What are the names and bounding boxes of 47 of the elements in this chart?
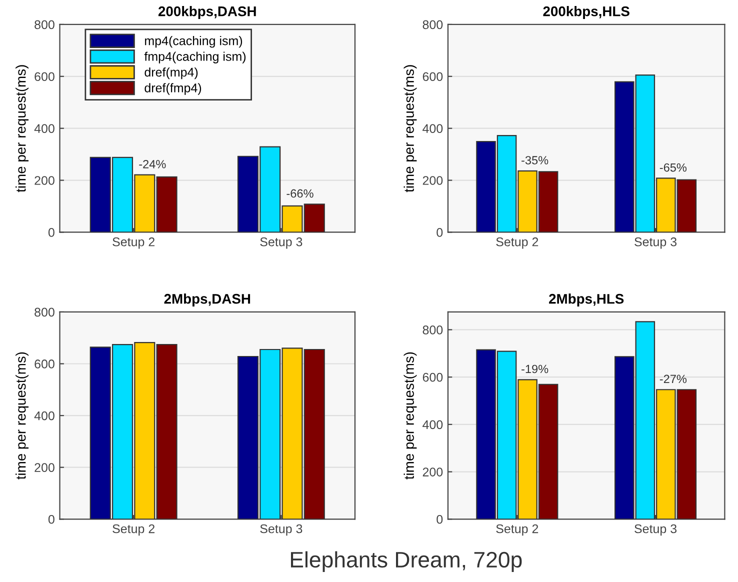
y-tick-label: 200 xyxy=(34,463,54,472)
y-tick-label: 0 xyxy=(48,228,54,237)
y-tick-label: 600 xyxy=(34,72,54,82)
annotation: -65% xyxy=(660,163,687,172)
text: Elephants Dream, 720p xyxy=(290,551,522,572)
x-tick-label: Setup 3 xyxy=(260,237,302,249)
y-tick-label: 600 xyxy=(34,360,54,368)
annotation: -66% xyxy=(286,189,314,198)
annotation: -19% xyxy=(522,364,548,374)
x-tick-label: Setup 2 xyxy=(496,524,538,536)
x-tick-label: Setup 2 xyxy=(112,237,154,249)
legend-label: dref(fmp4) xyxy=(144,83,202,95)
annotation: -24% xyxy=(139,160,166,168)
legend-label: mp4(caching ism) xyxy=(145,36,242,48)
chart-title: 200kbps,HLS xyxy=(543,6,630,19)
y-tick-label: 800 xyxy=(422,326,443,334)
y-axis-title: time per request(ms) xyxy=(404,352,417,480)
x-tick-label: Setup 2 xyxy=(112,524,154,536)
y-tick-label: 0 xyxy=(48,514,54,524)
x-tick-label: Setup 3 xyxy=(634,524,677,536)
y-tick-label: 200 xyxy=(422,468,443,476)
y-tick-label: 0 xyxy=(436,514,443,524)
x-tick-label: Setup 2 xyxy=(496,237,538,249)
y-axis-title: time per request(ms) xyxy=(404,65,417,192)
y-tick-label: 600 xyxy=(422,72,443,82)
y-tick-label: 400 xyxy=(422,124,443,133)
y-tick-label: 800 xyxy=(34,308,54,317)
y-axis-title: time per request(ms) xyxy=(16,352,29,480)
x-tick-label: Setup 3 xyxy=(634,237,677,249)
y-tick-label: 400 xyxy=(422,420,443,430)
chart-title: 200kbps,DASH xyxy=(158,6,256,19)
legend-label: dref(mp4) xyxy=(144,67,198,80)
annotation: -35% xyxy=(522,156,548,164)
y-tick-label: 600 xyxy=(422,372,443,382)
y-axis-title: time per request(ms) xyxy=(16,65,29,192)
chart-title: 2Mbps,HLS xyxy=(549,294,624,306)
y-tick-label: 200 xyxy=(422,176,443,185)
annotation: -27% xyxy=(660,374,687,384)
y-tick-label: 800 xyxy=(422,20,443,30)
y-tick-label: 800 xyxy=(34,20,54,30)
y-tick-label: 400 xyxy=(34,124,54,133)
chart-title: 2Mbps,DASH xyxy=(164,294,250,306)
legend-label: fmp4(caching ism) xyxy=(144,52,246,64)
x-tick-label: Setup 3 xyxy=(260,524,302,536)
y-tick-label: 200 xyxy=(34,176,54,185)
y-tick-label: 0 xyxy=(436,228,443,237)
y-tick-label: 400 xyxy=(34,411,54,420)
